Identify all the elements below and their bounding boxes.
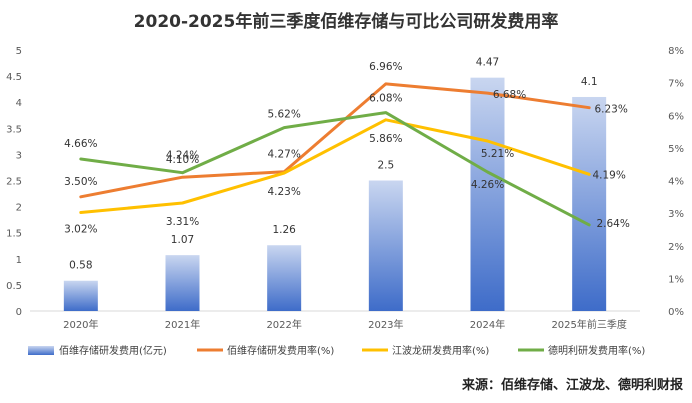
left-axis-tick: 0 [16,307,22,318]
right-axis-tick: 5% [668,144,684,155]
source-note: 来源：佰维存储、江波龙、德明利财报 [461,377,684,393]
left-axis-tick: 1.5 [6,229,22,240]
left-axis-tick: 2.5 [6,177,22,188]
line-value-label: 4.23% [267,186,300,198]
bar-value-label: 2.5 [377,160,394,172]
line-value-label: 3.50% [64,176,97,188]
bar [470,77,505,311]
x-axis-tick: 2025年前三季度 [551,318,626,331]
x-axis-tick: 2022年 [266,318,301,331]
legend-label: 佰维存储研发费用(亿元) [59,344,167,357]
data-labels: 0.58 1.07 1.26 2.5 4.47 4.1 3.50% 4.10% 4.27% 6.9… [64,57,630,272]
axes: 0 0.5 1 1.5 2 2.5 3 3.5 4 4.5 5 0% 1% 2% 3% 4% 5% 6% 7% 8% 2… [6,46,684,331]
right-axis-tick: 4% [668,177,684,188]
rd-rate-line-demingli [79,111,591,227]
line-series [79,82,591,227]
right-axis-tick: 3% [668,209,684,220]
x-axis-tick: 2024年 [470,318,505,331]
right-axis-tick: 8% [668,46,684,57]
x-axis-tick: 2020年 [63,318,98,331]
bar-value-label: 4.1 [581,76,598,88]
bar [572,96,607,311]
line-value-label: 3.31% [166,216,199,228]
line-value-label: 4.19% [592,169,625,181]
bar [63,280,98,311]
line-value-label: 5.62% [267,109,300,121]
bar-value-label: 4.47 [476,57,499,69]
bar-value-label: 1.07 [171,234,194,246]
rd-rate-line-baiwei [79,82,591,199]
line-value-label: 4.27% [267,149,300,161]
left-axis-tick: 5 [16,46,22,57]
line-value-label: 5.86% [369,133,402,145]
left-axis-tick: 3 [16,150,22,161]
right-axis-tick: 2% [668,242,684,253]
legend-label: 江波龙研发费用率(%) [392,344,489,357]
left-axis-tick: 3.5 [6,124,22,135]
left-axis-tick: 0.5 [6,281,22,292]
legend-label: 德明利研发费用率(%) [548,344,645,357]
line-value-label: 4.66% [64,138,97,150]
line-value-label: 3.02% [64,223,97,235]
left-axis-tick: 4 [16,98,22,109]
bar-series [63,77,607,311]
line-value-label: 4.26% [471,179,504,191]
line-value-label: 6.96% [369,61,402,73]
left-axis-tick: 1 [16,255,22,266]
line-value-label: 4.10% [166,154,199,166]
right-axis-tick: 0% [668,307,684,318]
right-axis-tick: 7% [668,79,684,90]
line-value-label: 4.24% [166,150,199,162]
legend-label: 佰维存储研发费用率(%) [227,344,334,357]
rd-rate-line-jiangbolong [79,118,591,214]
right-axis-tick: 1% [668,274,684,285]
x-axis-tick: 2023年 [368,318,403,331]
line-value-label: 5.21% [481,148,514,160]
x-axis-tick: 2021年 [165,318,200,331]
line-value-label: 2.64% [596,218,629,230]
legend-swatch-bar [28,346,54,355]
bar-value-label: 0.58 [69,260,92,272]
line-value-label: 6.23% [594,104,627,116]
right-axis-tick: 6% [668,111,684,122]
legend: 佰维存储研发费用(亿元) 佰维存储研发费用率(%) 江波龙研发费用率(%) 德明利研发… [28,344,645,357]
line-value-label: 6.68% [493,89,526,101]
left-axis-tick: 4.5 [6,72,22,83]
bar-value-label: 1.26 [272,224,296,236]
line-value-label: 6.08% [369,93,402,105]
chart-title: 2020-2025年前三季度佰维存储与可比公司研发费用率 [134,11,559,32]
bar [368,180,403,311]
bar [165,255,200,311]
left-axis-tick: 2 [16,203,22,214]
bar [267,245,302,311]
